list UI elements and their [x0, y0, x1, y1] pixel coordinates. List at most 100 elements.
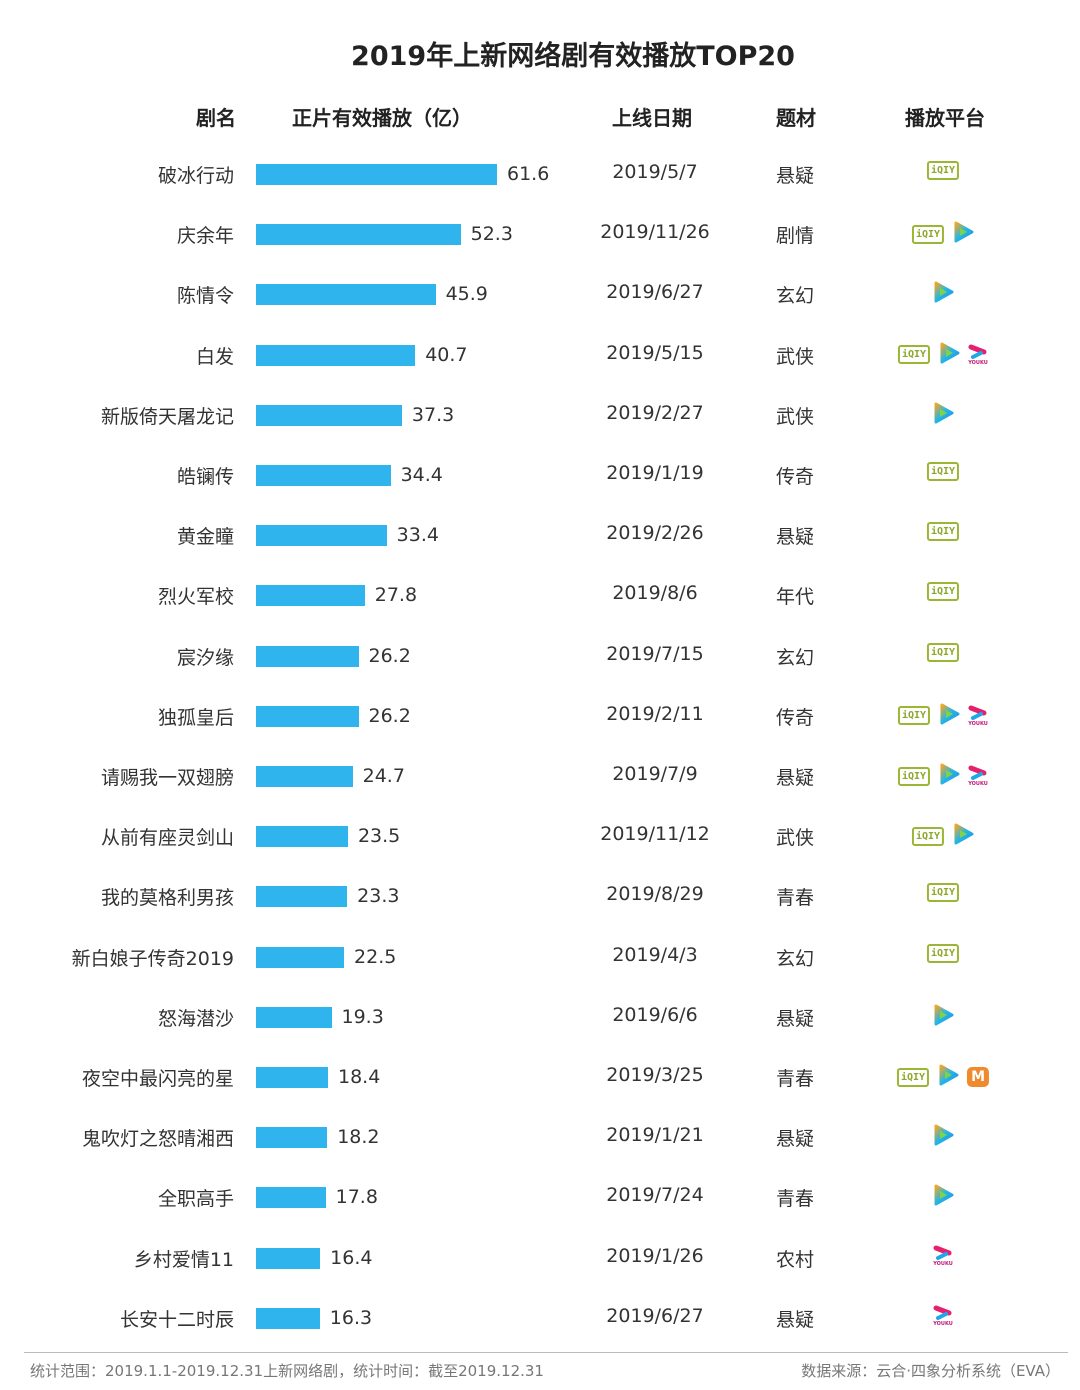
- footer-source: 数据来源：云合·四象分析系统（EVA）: [801, 1362, 1060, 1380]
- tencent-video-logo-icon: [932, 1124, 954, 1150]
- table-row: 新白娘子传奇2019 22.5 2019/4/3 玄幻 iQIY: [0, 936, 1080, 976]
- youku-logo-icon: YOUKU: [968, 344, 988, 366]
- bar: [256, 1307, 320, 1329]
- platform-icons: iQIY YOUKU: [897, 763, 988, 789]
- genre: 玄幻: [775, 646, 815, 669]
- bar: [256, 344, 416, 366]
- drama-name: 新白娘子传奇2019: [71, 947, 234, 970]
- table-row: 乡村爱情11 16.4 2019/1/26 农村 YOUKU: [0, 1237, 1080, 1277]
- genre: 武侠: [775, 827, 815, 850]
- tencent-video-logo-icon: [932, 281, 954, 307]
- drama-name: 黄金瞳: [176, 526, 234, 549]
- genre: 玄幻: [775, 947, 815, 970]
- table-row: 夜空中最闪亮的星 18.4 2019/3/25 青春 iQIY M: [0, 1056, 1080, 1096]
- youku-logo-icon: YOUKU: [933, 1245, 953, 1267]
- table-row: 怒海潜沙 19.3 2019/6/6 悬疑: [0, 996, 1080, 1036]
- platform-icons: iQIY: [926, 582, 960, 602]
- bar: [256, 1247, 321, 1269]
- release-date: 2019/1/19: [606, 462, 704, 484]
- release-date: 2019/5/15: [606, 341, 704, 364]
- youku-logo-icon: YOUKU: [968, 765, 988, 787]
- platform-icons: iQIY: [911, 823, 974, 849]
- bar: [256, 465, 391, 486]
- release-date: 2019/11/26: [600, 221, 710, 244]
- bar: [256, 284, 436, 306]
- iqiyi-logo-icon: iQIY: [897, 706, 931, 726]
- bar: [256, 404, 402, 426]
- iqiyi-logo-icon: iQIY: [926, 462, 960, 481]
- platform-icons: [932, 1184, 954, 1210]
- iqiyi-logo-icon: iQIY: [911, 826, 945, 846]
- bar-value-label: 23.3: [357, 885, 400, 908]
- platform-icons: iQIY: [926, 642, 960, 662]
- bar: [256, 164, 497, 185]
- platform-icons: iQIY: [911, 221, 974, 247]
- mango-tv-logo-icon: M: [967, 1067, 990, 1087]
- genre: 青春: [775, 1188, 815, 1211]
- iqiyi-logo-icon: iQIY: [926, 883, 960, 903]
- release-date: 2019/3/25: [606, 1064, 704, 1086]
- release-date: 2019/2/26: [606, 522, 704, 545]
- bar-value-label: 26.2: [368, 704, 411, 727]
- platform-icons: iQIY M: [896, 1064, 990, 1090]
- drama-name: 乡村爱情11: [133, 1248, 234, 1271]
- drama-name: 烈火军校: [157, 586, 234, 609]
- tencent-video-logo-icon: [938, 763, 960, 789]
- bar-value-label: 37.3: [411, 403, 455, 426]
- iqiyi-logo-icon: iQIY: [926, 522, 960, 542]
- tencent-video-logo-icon: [938, 703, 960, 729]
- release-date: 2019/6/27: [606, 281, 704, 304]
- drama-name: 新版倚天屠龙记: [100, 405, 234, 428]
- drama-name: 夜空中最闪亮的星: [81, 1068, 234, 1090]
- bar: [256, 1067, 328, 1088]
- table-row: 庆余年 52.3 2019/11/26 剧情 iQIY: [0, 213, 1080, 253]
- bar-value-label: 22.5: [354, 945, 397, 968]
- release-date: 2019/8/6: [612, 582, 698, 605]
- tencent-video-logo-icon: [952, 221, 974, 247]
- drama-name: 请赐我一双翅膀: [100, 767, 234, 789]
- table-row: 皓镧传 34.4 2019/1/19 传奇 iQIY: [0, 454, 1080, 494]
- platform-icons: [932, 1124, 954, 1150]
- bar: [256, 224, 461, 246]
- genre: 传奇: [775, 466, 815, 488]
- platform-icons: iQIY YOUKU: [897, 342, 988, 368]
- table-row: 独孤皇后 26.2 2019/2/11 传奇 iQIY YOUKU: [0, 695, 1080, 735]
- header-date: 上线日期: [612, 106, 692, 130]
- platform-icons: YOUKU: [933, 1245, 953, 1267]
- release-date: 2019/7/24: [606, 1184, 704, 1207]
- tencent-video-logo-icon: [938, 342, 960, 368]
- drama-name: 破冰行动: [157, 165, 234, 187]
- platform-icons: YOUKU: [933, 1305, 953, 1327]
- table-row: 烈火军校 27.8 2019/8/6 年代 iQIY: [0, 574, 1080, 614]
- iqiyi-logo-icon: iQIY: [897, 766, 931, 786]
- release-date: 2019/5/7: [612, 161, 698, 183]
- table-row: 陈情令 45.9 2019/6/27 玄幻: [0, 273, 1080, 313]
- genre: 悬疑: [775, 1007, 815, 1030]
- release-date: 2019/11/12: [600, 823, 710, 846]
- platform-icons: iQIY: [926, 943, 960, 963]
- drama-name: 独孤皇后: [157, 706, 234, 729]
- header-genre: 题材: [776, 106, 816, 130]
- genre: 青春: [775, 1068, 815, 1090]
- bar-value-label: 24.7: [362, 765, 405, 787]
- bar: [256, 1127, 328, 1149]
- bar-value-label: 16.4: [330, 1246, 373, 1269]
- drama-name: 庆余年: [176, 225, 234, 248]
- genre: 玄幻: [775, 285, 815, 308]
- table-row: 我的莫格利男孩 23.3 2019/8/29 青春 iQIY: [0, 875, 1080, 915]
- footer-scope: 统计范围：2019.1.1-2019.12.31上新网络剧，统计时间：截至201…: [30, 1362, 544, 1380]
- table-row: 黄金瞳 33.4 2019/2/26 悬疑 iQIY: [0, 514, 1080, 554]
- platform-icons: [932, 281, 954, 307]
- genre: 悬疑: [775, 165, 815, 187]
- bar-value-label: 27.8: [374, 584, 418, 607]
- platform-icons: iQIY: [926, 462, 960, 481]
- bar: [256, 826, 348, 848]
- table-row: 白发 40.7 2019/5/15 武侠 iQIY YOUKU: [0, 334, 1080, 374]
- drama-name: 宸汐缘: [176, 646, 234, 669]
- release-date: 2019/2/11: [606, 702, 704, 725]
- bar-value-label: 19.3: [341, 1005, 384, 1028]
- header-plays: 正片有效播放（亿）: [292, 106, 472, 130]
- youku-logo-icon: YOUKU: [968, 705, 988, 727]
- release-date: 2019/7/9: [612, 763, 698, 785]
